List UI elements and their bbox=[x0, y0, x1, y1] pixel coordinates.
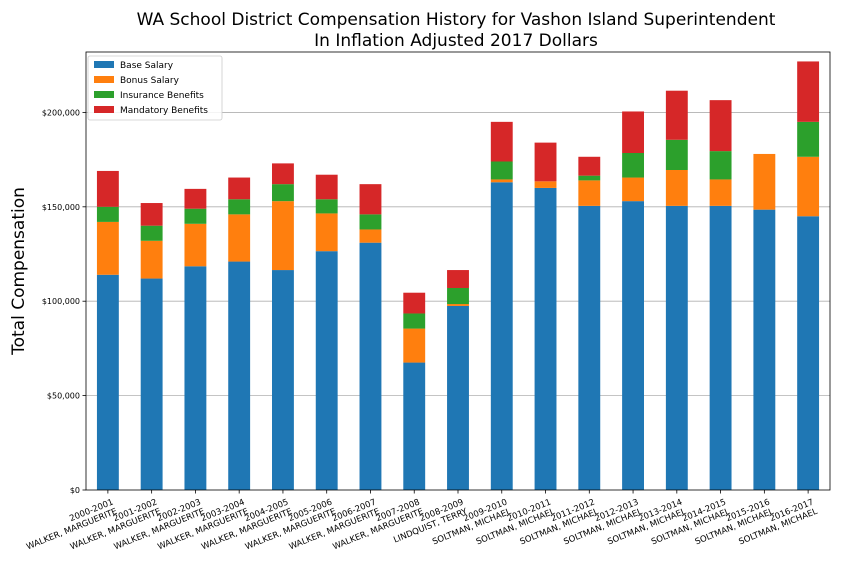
bar-insurance-benefits bbox=[140, 225, 163, 241]
bar-bonus-salary bbox=[622, 177, 644, 202]
y-tick-label: $50,000 bbox=[47, 392, 80, 401]
bar-insurance-benefits bbox=[490, 161, 513, 180]
bar-mandatory-benefits bbox=[490, 121, 513, 162]
y-tick-label: $0 bbox=[70, 486, 80, 495]
legend-label: Insurance Benefits bbox=[120, 91, 204, 101]
bar-bonus-salary bbox=[403, 328, 426, 363]
bar-mandatory-benefits bbox=[709, 100, 732, 152]
bar-mandatory-benefits bbox=[272, 163, 294, 185]
bar-base-salary bbox=[315, 251, 338, 490]
bar-bonus-salary bbox=[359, 229, 382, 243]
bar-bonus-salary bbox=[578, 180, 601, 206]
legend-label: Mandatory Benefits bbox=[120, 106, 208, 116]
bar-bonus-salary bbox=[709, 179, 732, 206]
bar-base-salary bbox=[184, 266, 207, 490]
bar-base-salary bbox=[665, 205, 688, 490]
bar-mandatory-benefits bbox=[578, 156, 601, 176]
bar-base-salary bbox=[578, 205, 601, 490]
bar-mandatory-benefits bbox=[359, 184, 382, 215]
bar-insurance-benefits bbox=[622, 153, 644, 178]
bar-insurance-benefits bbox=[665, 139, 688, 170]
bar-insurance-benefits bbox=[447, 287, 469, 305]
bar-base-salary bbox=[534, 187, 557, 490]
y-tick-label: $200,000 bbox=[42, 108, 80, 117]
bar-bonus-salary bbox=[184, 223, 207, 267]
bar-base-salary bbox=[447, 305, 469, 490]
bar-mandatory-benefits bbox=[447, 270, 469, 288]
bar-insurance-benefits bbox=[96, 206, 119, 222]
bar-base-salary bbox=[140, 278, 163, 490]
bar-bonus-salary bbox=[272, 201, 294, 271]
legend-swatch bbox=[94, 91, 114, 98]
bars bbox=[96, 61, 820, 490]
bar-mandatory-benefits bbox=[184, 188, 207, 209]
bar-base-salary bbox=[490, 182, 513, 490]
bar-insurance-benefits bbox=[228, 199, 251, 215]
bar-bonus-salary bbox=[447, 304, 469, 306]
y-tick-label: $100,000 bbox=[42, 297, 80, 306]
bar-mandatory-benefits bbox=[96, 170, 119, 207]
bar-insurance-benefits bbox=[709, 151, 732, 180]
bar-mandatory-benefits bbox=[315, 174, 338, 200]
bar-mandatory-benefits bbox=[228, 177, 251, 200]
bar-bonus-salary bbox=[315, 213, 338, 252]
bar-bonus-salary bbox=[665, 169, 688, 206]
bar-mandatory-benefits bbox=[534, 142, 557, 182]
bar-base-salary bbox=[797, 216, 820, 490]
bar-insurance-benefits bbox=[184, 208, 207, 224]
bar-bonus-salary bbox=[490, 179, 513, 183]
bar-mandatory-benefits bbox=[665, 90, 688, 140]
bar-insurance-benefits bbox=[578, 175, 601, 181]
bar-mandatory-benefits bbox=[403, 292, 426, 314]
bar-insurance-benefits bbox=[272, 184, 294, 202]
bar-insurance-benefits bbox=[359, 214, 382, 230]
legend-swatch bbox=[94, 106, 114, 113]
bar-bonus-salary bbox=[228, 214, 251, 262]
bar-mandatory-benefits bbox=[140, 203, 163, 226]
chart-subtitle: In Inflation Adjusted 2017 Dollars bbox=[314, 31, 598, 51]
bar-insurance-benefits bbox=[797, 121, 820, 157]
bar-bonus-salary bbox=[534, 181, 557, 188]
legend-swatch bbox=[94, 76, 114, 83]
legend-box bbox=[87, 55, 223, 121]
bar-base-salary bbox=[403, 362, 426, 490]
bar-bonus-salary bbox=[96, 221, 119, 275]
bar-base-salary bbox=[709, 205, 732, 490]
bar-insurance-benefits bbox=[315, 199, 338, 214]
y-ticks: $0 $50,000 $100,000 $150,000 $200,000 bbox=[42, 108, 86, 495]
y-tick-label: $150,000 bbox=[42, 203, 80, 212]
bar-mandatory-benefits bbox=[797, 61, 820, 122]
bar-base-salary bbox=[359, 242, 382, 490]
bar-insurance-benefits bbox=[403, 313, 426, 329]
bar-mandatory-benefits bbox=[622, 111, 644, 154]
bar-base-salary bbox=[96, 274, 119, 490]
legend: Base Salary Bonus Salary Insurance Benefit… bbox=[87, 55, 223, 121]
bar-base-salary bbox=[753, 209, 776, 490]
x-ticks: 2000-2001WALKER, MARGUERITE2001-2002WALK… bbox=[25, 490, 819, 552]
chart-title: WA School District Compensation History … bbox=[137, 10, 776, 30]
bar-base-salary bbox=[272, 270, 294, 490]
legend-label: Bonus Salary bbox=[120, 76, 180, 86]
bar-base-salary bbox=[228, 261, 251, 490]
bar-bonus-salary bbox=[753, 153, 776, 210]
bar-base-salary bbox=[622, 201, 644, 490]
bar-bonus-salary bbox=[140, 240, 163, 279]
legend-swatch bbox=[94, 61, 114, 68]
legend-label: Base Salary bbox=[120, 61, 174, 71]
y-axis-label: Total Compensation bbox=[9, 187, 29, 356]
bar-bonus-salary bbox=[797, 156, 820, 217]
